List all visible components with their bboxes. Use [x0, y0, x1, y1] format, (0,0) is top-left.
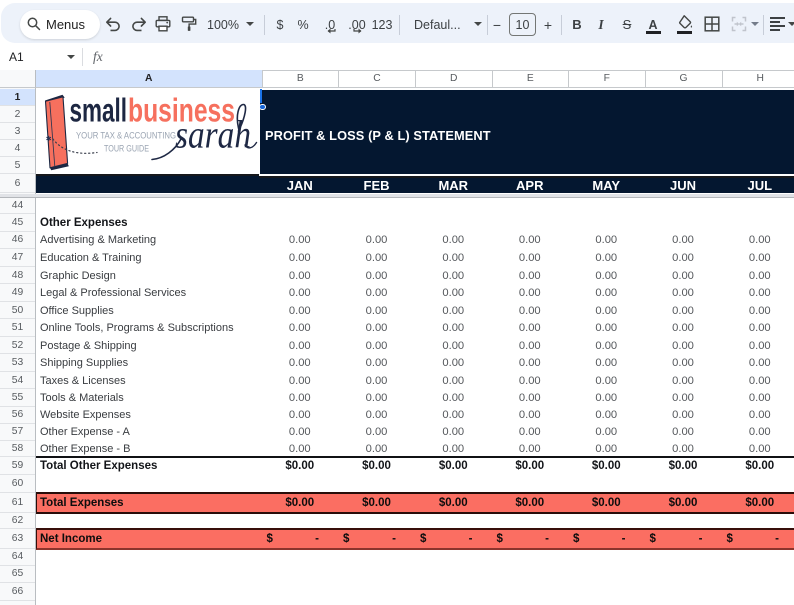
svg-text:TOUR GUIDE: TOUR GUIDE — [104, 142, 149, 153]
svg-text:sarah: sarah — [175, 113, 251, 156]
svg-text:YOUR TAX & ACCOUNTING: YOUR TAX & ACCOUNTING — [76, 129, 176, 140]
svg-text:✱: ✱ — [46, 135, 52, 143]
svg-text:business: business — [128, 91, 235, 128]
svg-text:small: small — [70, 91, 128, 128]
